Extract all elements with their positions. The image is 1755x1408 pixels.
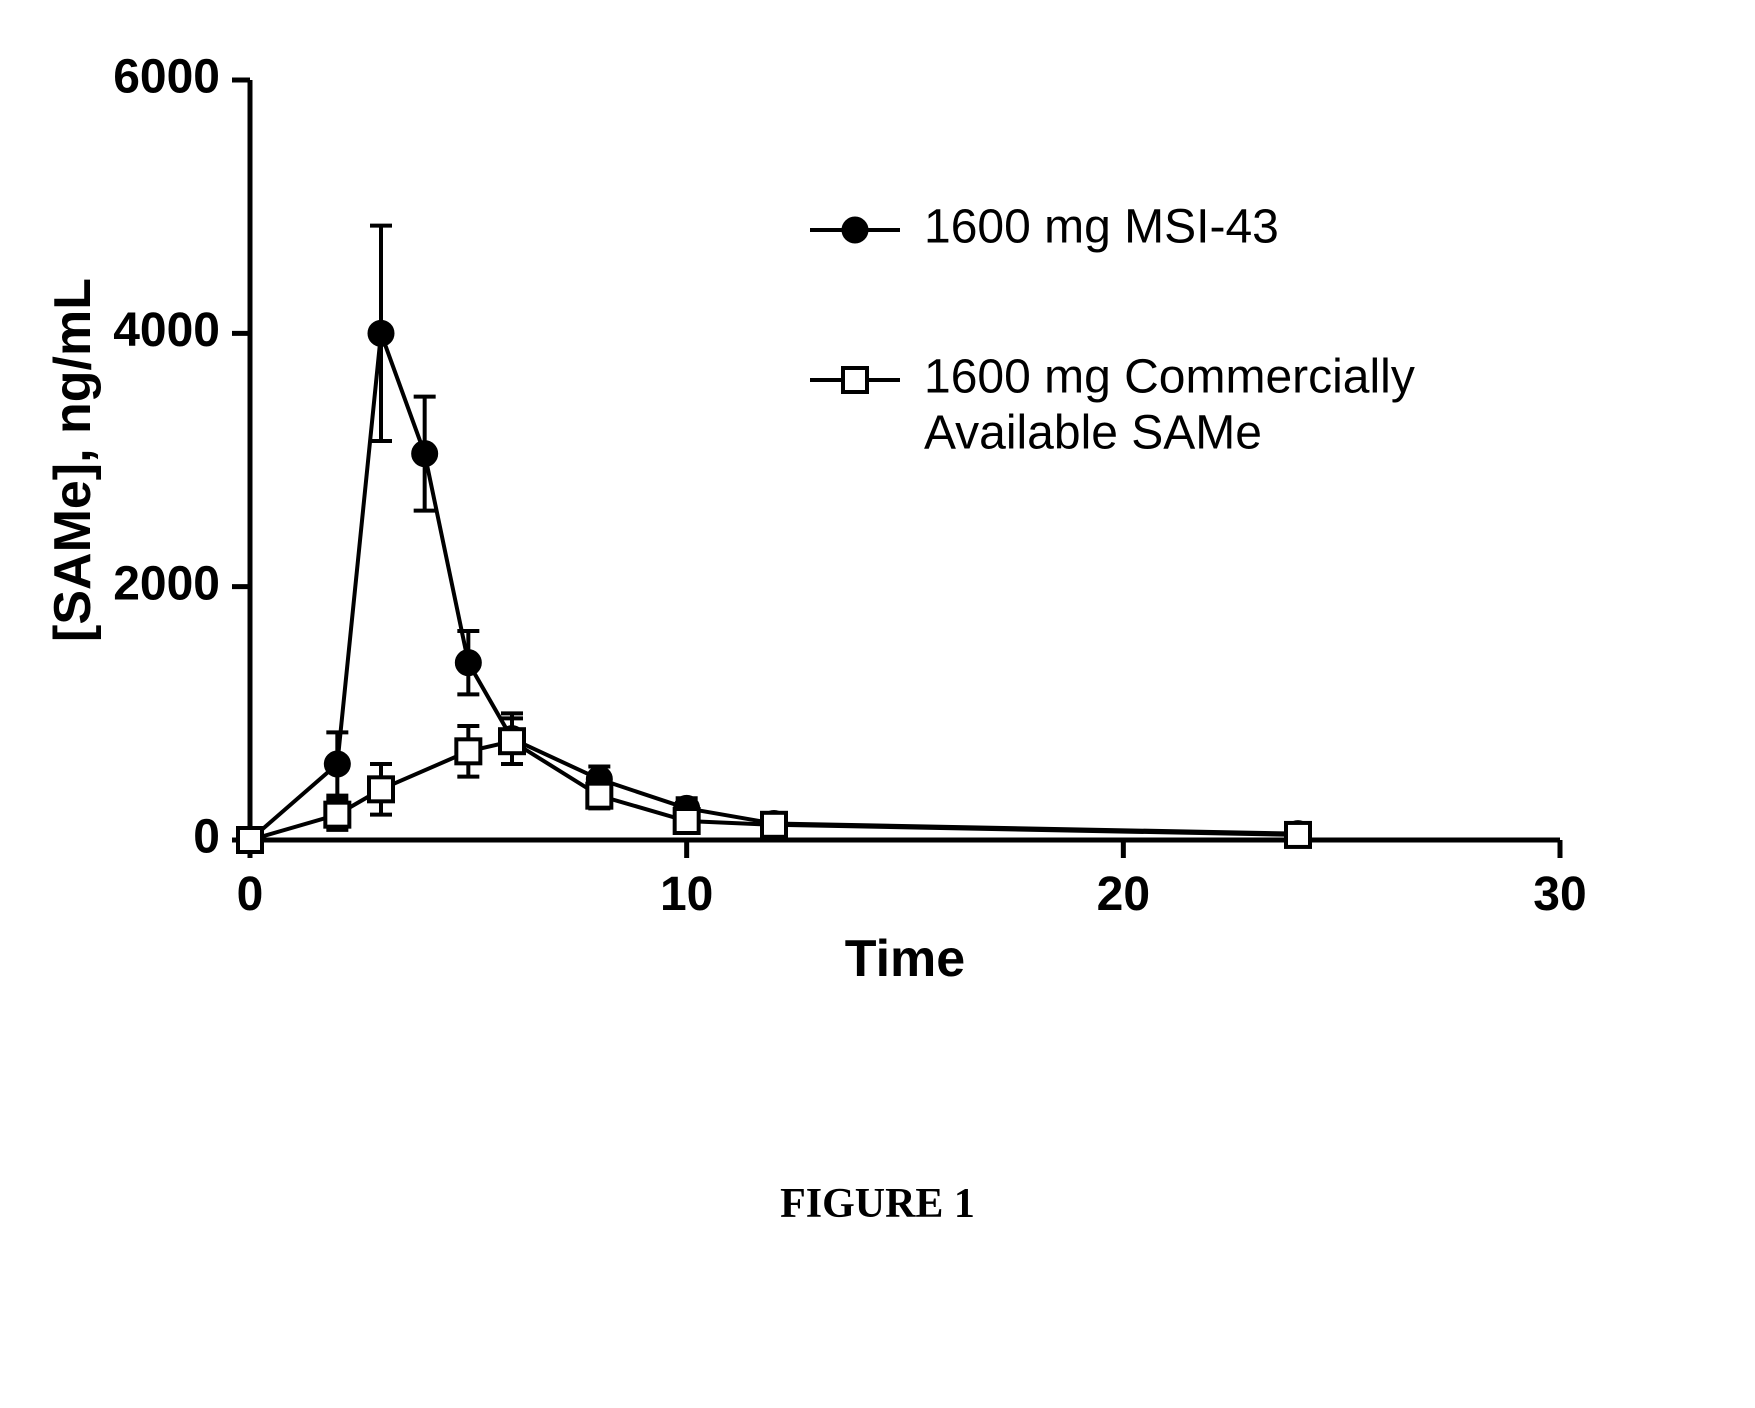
marker-square-icon — [325, 803, 349, 827]
legend-label: 1600 mg Commercially — [924, 351, 1415, 404]
x-tick-label: 10 — [660, 868, 713, 921]
marker-square-icon — [1286, 823, 1310, 847]
x-tick-label: 20 — [1097, 868, 1150, 921]
marker-square-icon — [238, 828, 262, 852]
marker-circle-icon — [325, 752, 349, 776]
legend-label: 1600 mg MSI-43 — [924, 201, 1279, 254]
y-axis-label: [SAMe], ng/mL — [44, 278, 102, 642]
y-tick-label: 6000 — [113, 51, 220, 104]
figure-container: 0 2000 4000 6000 0 10 20 30 Time [SAMe], ng/mL 160… — [0, 0, 1755, 1408]
marker-square-icon — [587, 784, 611, 808]
marker-square-icon — [456, 739, 480, 763]
marker-square-icon — [843, 368, 867, 392]
marker-square-icon — [762, 813, 786, 837]
y-tick-label: 2000 — [113, 557, 220, 610]
marker-circle-icon — [413, 442, 437, 466]
x-tick-label: 0 — [237, 868, 264, 921]
x-axis-label: Time — [845, 930, 965, 988]
legend-label: Available SAMe — [924, 407, 1262, 460]
marker-square-icon — [369, 777, 393, 801]
y-tick-label: 4000 — [113, 304, 220, 357]
marker-circle-icon — [843, 218, 867, 242]
marker-square-icon — [500, 729, 524, 753]
marker-circle-icon — [369, 321, 393, 345]
y-tick-label: 0 — [193, 811, 220, 864]
marker-circle-icon — [456, 651, 480, 675]
marker-square-icon — [675, 809, 699, 833]
x-tick-label: 30 — [1533, 868, 1586, 921]
figure-caption: FIGURE 1 — [0, 1180, 1755, 1228]
